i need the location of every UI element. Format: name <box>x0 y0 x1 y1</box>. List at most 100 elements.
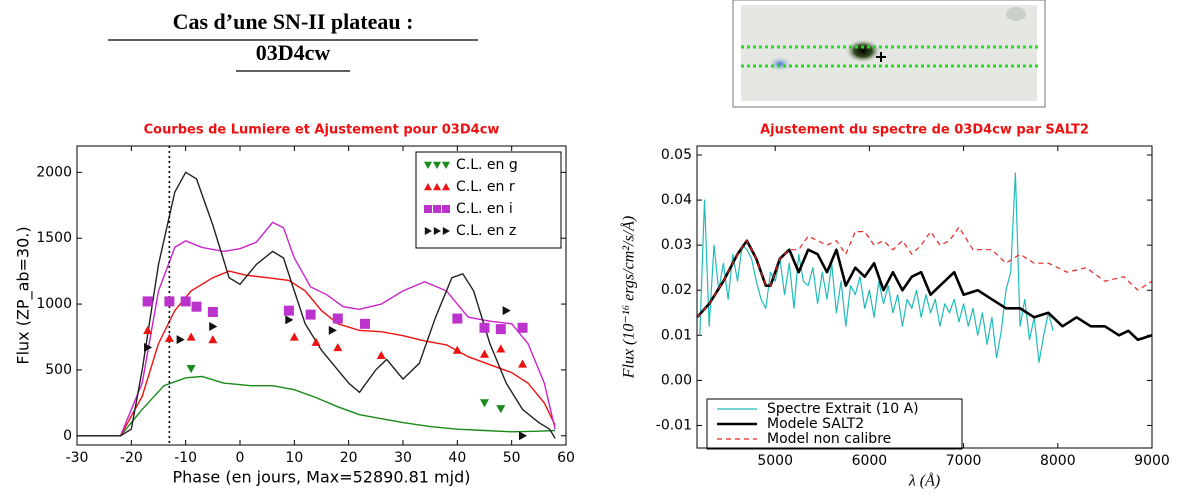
y-tick-label: 0.00 <box>661 372 692 388</box>
marker-square <box>495 324 506 335</box>
spectrum-line <box>699 172 1054 363</box>
x-tick-label: -20 <box>120 450 143 466</box>
plot-frame <box>696 145 1153 449</box>
model-curve <box>77 270 556 437</box>
faint-source <box>1006 7 1026 21</box>
y-tick-label: 0.01 <box>661 327 692 343</box>
marker-triangle <box>208 335 218 344</box>
legend-label: Model non calibre <box>767 431 891 447</box>
legend-marker <box>433 205 441 213</box>
legend-marker <box>424 161 432 169</box>
y-axis-label: Flux (10⁻¹⁶ ergs/cm²/s/Å) <box>620 216 638 380</box>
x-tick-label: 10 <box>285 450 303 466</box>
sn-crosshair <box>876 52 886 62</box>
legend-marker <box>442 227 450 235</box>
marker-triangle <box>496 344 506 353</box>
legend-label: C.L. en r <box>456 179 515 195</box>
y-tick-label: 1000 <box>36 296 72 312</box>
plot-area <box>77 146 556 445</box>
chart-title: Ajustement du spectre de 03D4cw par SALT… <box>760 123 1089 138</box>
x-tick-label: -30 <box>66 450 89 466</box>
marker-triangle <box>186 365 196 374</box>
marker-triangle <box>496 405 506 414</box>
x-tick-label: 30 <box>394 450 412 466</box>
marker-square <box>207 306 218 317</box>
marker-square <box>191 301 202 312</box>
x-tick-label: 6000 <box>852 453 888 469</box>
marker-triangle <box>376 350 386 360</box>
host-galaxy <box>845 39 881 63</box>
marker-square <box>180 296 191 307</box>
spectrum-line <box>697 239 1152 342</box>
y-tick-label: 500 <box>45 362 72 378</box>
y-axis-label: Flux (ZP_ab=30.) <box>14 226 34 364</box>
marker-triangle <box>518 359 528 368</box>
marker-triangle <box>518 431 528 441</box>
slide-title-line2: 03D4cw <box>256 40 331 65</box>
marker-triangle <box>289 332 299 341</box>
thumbnail <box>732 0 1046 108</box>
y-tick-label: -0.01 <box>656 417 692 433</box>
marker-triangle <box>176 335 185 345</box>
legend-marker <box>424 205 432 213</box>
legend-marker <box>433 227 441 235</box>
x-tick-label: 40 <box>448 450 466 466</box>
marker-triangle <box>480 399 489 408</box>
marker-triangle <box>143 325 153 335</box>
plot-area <box>697 172 1152 363</box>
y-tick-label: 0.05 <box>661 147 692 163</box>
y-tick-label: 0 <box>63 428 72 444</box>
marker-triangle <box>186 332 196 341</box>
legend-marker <box>424 227 432 235</box>
x-axis-label: λ (Å) <box>908 472 940 490</box>
x-tick-label: 9000 <box>1134 453 1170 469</box>
y-tick-label: 0.04 <box>661 192 692 208</box>
legend-marker <box>433 161 441 169</box>
legend-box <box>415 151 562 249</box>
marker-square <box>305 309 316 320</box>
x-tick-label: 20 <box>340 450 358 466</box>
blue-source <box>768 56 792 72</box>
model-curve <box>77 171 556 439</box>
legend-marker <box>442 183 450 191</box>
x-tick-label: -10 <box>174 450 197 466</box>
marker-triangle <box>285 315 294 325</box>
model-curve <box>77 375 556 437</box>
marker-triangle <box>144 343 153 353</box>
y-tick-label: 2000 <box>36 164 72 180</box>
x-tick-label: 7000 <box>946 453 982 469</box>
marker-triangle <box>480 349 489 358</box>
legend-marker <box>442 161 450 169</box>
marker-square <box>332 313 343 324</box>
marker-square <box>452 313 463 324</box>
x-tick-label: 0 <box>236 450 245 466</box>
x-tick-label: 8000 <box>1040 453 1076 469</box>
spectrum-line <box>697 226 1152 318</box>
marker-triangle <box>311 337 321 346</box>
marker-square <box>359 318 370 329</box>
slide-title-line1: Cas d’une SN-II plateau : <box>173 9 414 34</box>
x-axis-label: Phase (en jours, Max=52890.81 mjd) <box>173 468 471 487</box>
legend-label: Modele SALT2 <box>767 416 864 432</box>
marker-triangle <box>452 345 462 354</box>
legend-marker <box>433 183 441 191</box>
x-tick-label: 60 <box>557 450 575 466</box>
y-tick-label: 0.02 <box>661 282 692 298</box>
x-tick-label: 50 <box>503 450 521 466</box>
legend-label: Spectre Extrait (10 A) <box>767 401 919 417</box>
y-tick-label: 0.03 <box>661 237 692 253</box>
marker-triangle <box>502 306 511 316</box>
chart: Ajustement du spectre de 03D4cw par SALT… <box>620 123 1170 490</box>
marker-triangle <box>164 333 174 342</box>
marker-square <box>479 322 490 333</box>
legend-marker <box>424 183 432 191</box>
marker-triangle <box>328 325 337 335</box>
marker-square <box>142 296 153 307</box>
thumbnail-sky <box>741 5 1037 101</box>
legend-label: C.L. en g <box>456 157 518 173</box>
chart-title: Courbes de Lumiere et Ajustement pour 03… <box>144 123 500 138</box>
marker-square <box>517 322 528 333</box>
chart: Courbes de Lumiere et Ajustement pour 03… <box>14 123 575 487</box>
